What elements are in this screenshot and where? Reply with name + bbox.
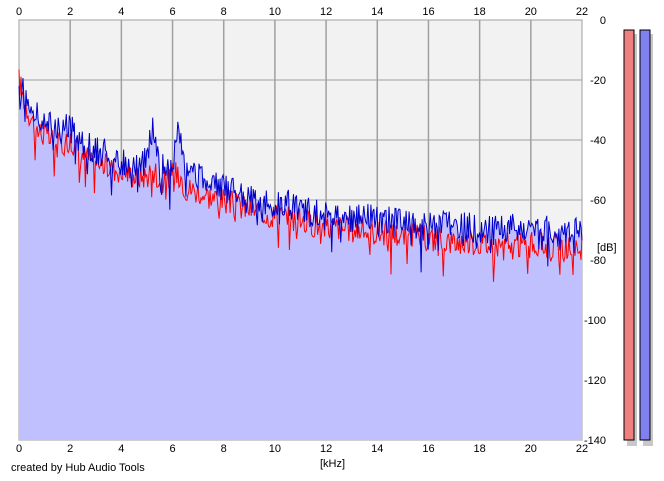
- y-tick-label: -80: [590, 255, 606, 267]
- x-axis-label: [kHz]: [320, 458, 345, 470]
- x-tick-label-bottom: 10: [269, 443, 281, 455]
- y-tick-labels: 0 -20 -40 -60 -80 -100 -120 -140: [584, 15, 606, 447]
- y-tick-label: -120: [584, 375, 606, 387]
- x-tick-label-bottom: 8: [221, 443, 227, 455]
- x-tick-label-top: 22: [576, 6, 588, 18]
- x-tick-label-bottom: 14: [371, 443, 383, 455]
- y-tick-label: -40: [590, 135, 606, 147]
- x-tick-label-top: 10: [269, 6, 281, 18]
- x-tick-label-top: 0: [16, 6, 22, 18]
- footer-credit: created by Hub Audio Tools: [11, 462, 145, 474]
- x-tick-label-top: 20: [525, 6, 537, 18]
- spectrum-fill: [19, 69, 582, 440]
- x-tick-label-bottom: 18: [474, 443, 486, 455]
- x-tick-label-top: 18: [474, 6, 486, 18]
- x-tick-label-top: 2: [67, 6, 73, 18]
- x-tick-label-bottom: 0: [16, 443, 22, 455]
- x-tick-label-bottom: 22: [576, 443, 588, 455]
- series-right-line: [18, 77, 583, 273]
- x-tick-label-top: 14: [371, 6, 383, 18]
- meter-right-bar: [639, 29, 651, 441]
- meter-left-bar: [623, 29, 635, 441]
- x-tick-label-bottom: 20: [525, 443, 537, 455]
- y-axis-label: [dB]: [597, 242, 617, 254]
- x-tick-label-bottom: 2: [67, 443, 73, 455]
- x-tick-label-bottom: 12: [320, 443, 332, 455]
- y-tick-label: -20: [590, 75, 606, 87]
- x-tick-label-bottom: 6: [169, 443, 175, 455]
- x-tick-label-bottom: 4: [118, 443, 124, 455]
- y-tick-label: -140: [584, 435, 606, 447]
- x-tick-labels-top: 0 2 4 6 8 10 12 14 16 18 20 22: [16, 6, 588, 18]
- x-tick-label-top: 16: [422, 6, 434, 18]
- y-tick-label: 0: [600, 15, 606, 27]
- x-tick-label-top: 8: [221, 6, 227, 18]
- x-tick-label-bottom: 16: [422, 443, 434, 455]
- x-tick-label-top: 4: [118, 6, 124, 18]
- x-tick-label-top: 6: [169, 6, 175, 18]
- x-tick-label-top: 12: [320, 6, 332, 18]
- y-tick-label: -100: [584, 315, 606, 327]
- x-tick-labels-bottom: 0 2 4 6 8 10 12 14 16 18 20 22: [16, 443, 588, 455]
- y-tick-label: -60: [590, 195, 606, 207]
